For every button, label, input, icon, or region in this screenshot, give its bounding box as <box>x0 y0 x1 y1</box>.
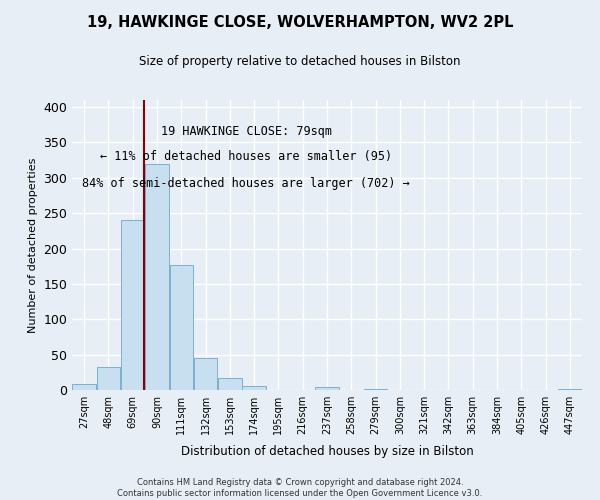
Bar <box>194 358 217 390</box>
Bar <box>73 384 96 390</box>
Y-axis label: Number of detached properties: Number of detached properties <box>28 158 38 332</box>
Text: 84% of semi-detached houses are larger (702) →: 84% of semi-detached houses are larger (… <box>82 176 410 190</box>
Bar <box>316 387 338 390</box>
Bar <box>170 265 193 390</box>
Bar <box>242 386 266 390</box>
Bar <box>121 220 145 390</box>
Text: Contains HM Land Registry data © Crown copyright and database right 2024.
Contai: Contains HM Land Registry data © Crown c… <box>118 478 482 498</box>
Text: 19 HAWKINGE CLOSE: 79sqm: 19 HAWKINGE CLOSE: 79sqm <box>161 126 331 138</box>
Bar <box>97 368 120 390</box>
Text: 19, HAWKINGE CLOSE, WOLVERHAMPTON, WV2 2PL: 19, HAWKINGE CLOSE, WOLVERHAMPTON, WV2 2… <box>87 15 513 30</box>
Bar <box>145 164 169 390</box>
Bar <box>558 388 581 390</box>
Text: ← 11% of detached houses are smaller (95): ← 11% of detached houses are smaller (95… <box>100 150 392 164</box>
Text: Size of property relative to detached houses in Bilston: Size of property relative to detached ho… <box>139 55 461 68</box>
X-axis label: Distribution of detached houses by size in Bilston: Distribution of detached houses by size … <box>181 446 473 458</box>
Bar <box>218 378 242 390</box>
